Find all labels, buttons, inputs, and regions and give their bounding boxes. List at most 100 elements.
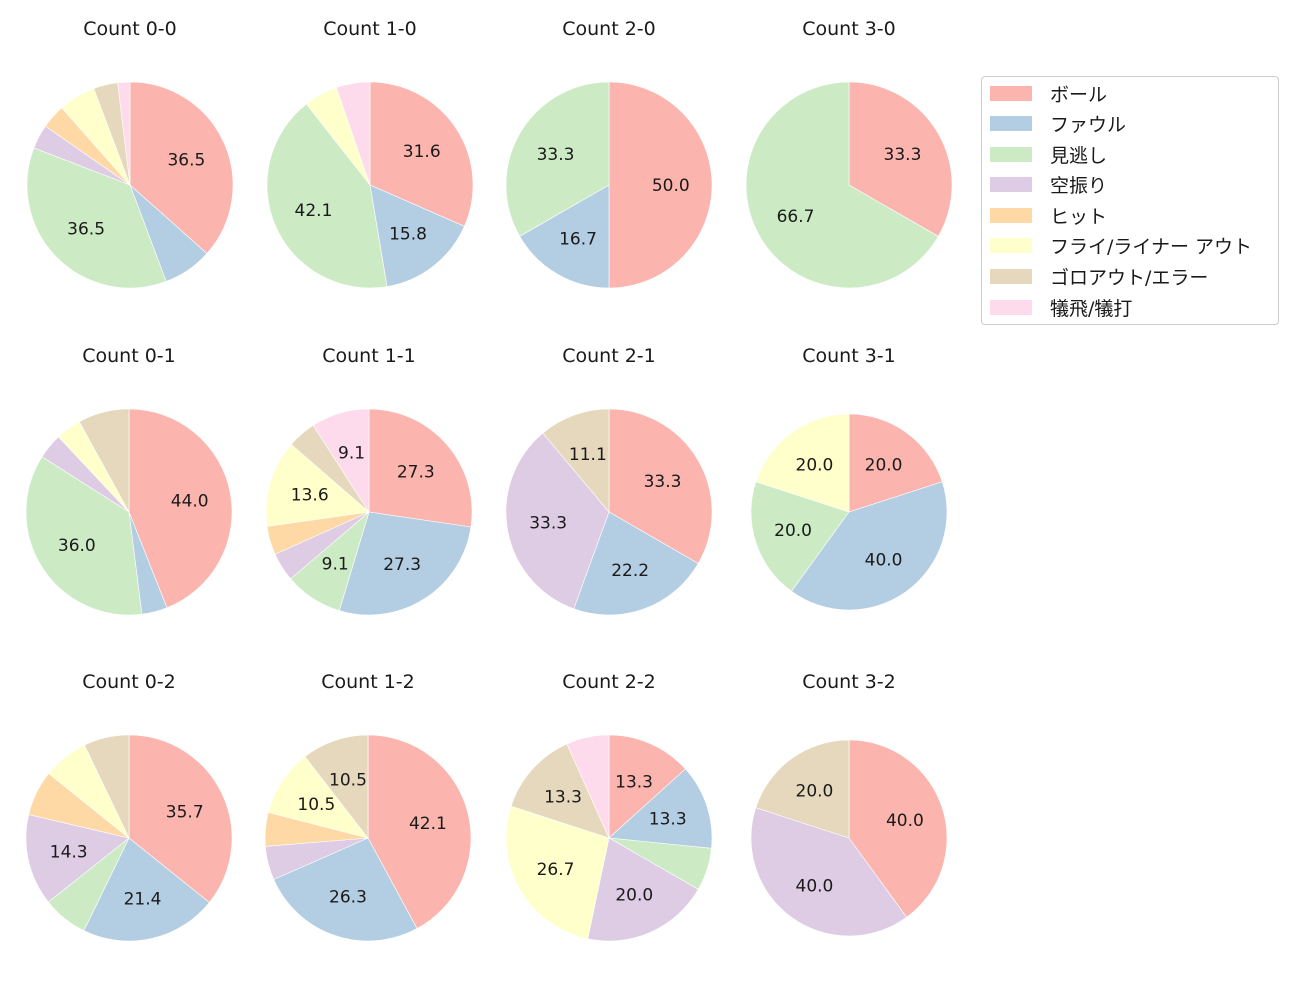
- slice-percent-label: 40.0: [865, 551, 903, 571]
- slice-percent-label: 26.7: [537, 860, 575, 880]
- pie-slice: [25, 456, 143, 616]
- pie-slice: [587, 837, 699, 942]
- pie-title: Count 3-2: [802, 671, 896, 693]
- legend-label: ヒット: [1050, 205, 1108, 228]
- legend-label: ボール: [1050, 83, 1108, 106]
- legend-label: 犠飛/犠打: [1050, 297, 1133, 320]
- slice-percent-label: 44.0: [171, 491, 209, 511]
- legend-item-called-strike: 見逃し: [990, 143, 1108, 167]
- pie-count-3-1: Count 3-1 20.0 40.0 20.0 20.0: [750, 345, 948, 611]
- pie-slice: [848, 81, 953, 237]
- slice-percent-label: 26.3: [329, 887, 367, 907]
- pie-slice: [519, 184, 610, 289]
- legend-label: ファウル: [1050, 113, 1127, 136]
- pie-slice: [566, 734, 610, 839]
- slice-percent-label: 20.0: [796, 455, 834, 475]
- slice-percent-label: 13.3: [615, 773, 653, 793]
- pie-slice: [367, 734, 472, 929]
- legend-item-ground-out-error: ゴロアウト/エラー: [990, 265, 1209, 289]
- pie-count-3-0: Count 3-0 33.3 66.7: [745, 18, 953, 289]
- slice-percent-label: 20.0: [865, 455, 903, 475]
- slice-percent-label: 42.1: [295, 201, 333, 221]
- slice-percent-label: 13.6: [291, 485, 329, 505]
- slice-percent-label: 10.5: [329, 771, 367, 791]
- legend-item-swinging-strike: 空振り: [990, 173, 1108, 197]
- pie-slice: [790, 481, 948, 611]
- slice-percent-label: 31.6: [403, 142, 441, 162]
- pie-count-1-1: Count 1-1 27.3 27.3 9.1 13.6 9.1: [265, 345, 473, 616]
- slice-percent-label: 27.3: [383, 555, 421, 575]
- legend-item-foul: ファウル: [990, 112, 1127, 136]
- pie-slice: [848, 413, 943, 513]
- pie-slice: [117, 81, 131, 186]
- pie-slice: [338, 511, 472, 616]
- slice-percent-label: 15.8: [389, 225, 427, 245]
- pie-slice: [755, 413, 850, 513]
- slice-percent-label: 27.3: [397, 463, 435, 483]
- pie-slice: [83, 837, 210, 942]
- legend-swatch: [990, 299, 1032, 315]
- pie-title: Count 2-2: [562, 671, 656, 693]
- pie-slice: [128, 408, 233, 609]
- legend-label: 見逃し: [1050, 144, 1108, 167]
- slice-percent-label: 10.5: [297, 795, 335, 815]
- slice-percent-label: 11.1: [569, 445, 607, 465]
- pie-count-0-0: Count 0-0 36.5 36.5: [26, 18, 234, 289]
- slice-percent-label: 35.7: [166, 802, 204, 822]
- pie-slice: [265, 444, 370, 527]
- slice-percent-label: 40.0: [796, 877, 834, 897]
- pie-slice: [745, 81, 939, 289]
- legend-item-ball: ボール: [990, 82, 1108, 106]
- pie-count-0-1: Count 0-1 44.0 36.0: [25, 345, 233, 616]
- slice-percent-label: 50.0: [652, 176, 690, 196]
- pie-slice: [129, 81, 234, 254]
- pie-count-2-1: Count 2-1 33.3 22.2 33.3 11.1: [505, 345, 713, 616]
- legend-item-hit: ヒット: [990, 204, 1108, 228]
- pie-slice: [608, 768, 713, 849]
- legend-swatch: [990, 207, 1032, 223]
- legend-swatch: [990, 146, 1032, 162]
- pie-count-2-2: Count 2-2 13.3 13.3 20.0 26.7 13.3: [505, 671, 713, 942]
- slice-percent-label: 36.5: [167, 151, 205, 171]
- pie-title: Count 2-1: [562, 345, 656, 367]
- pie-slice: [755, 739, 850, 839]
- slice-percent-label: 36.5: [67, 219, 105, 239]
- legend: ボール ファウル 見逃し 空振り ヒット フライ/ライナー アウト ゴロアウト/…: [981, 76, 1279, 325]
- legend-swatch: [990, 176, 1032, 192]
- legend-label: ゴロアウト/エラー: [1050, 266, 1209, 289]
- legend-swatch: [990, 85, 1032, 101]
- pie-slice: [84, 734, 130, 839]
- pie-slice: [750, 481, 850, 592]
- pie-slice: [608, 734, 686, 839]
- slice-percent-label: 20.0: [796, 781, 834, 801]
- pie-slice: [25, 814, 130, 903]
- pie-count-1-0: Count 1-0 31.6 15.8 42.1: [266, 18, 474, 289]
- slice-percent-label: 14.3: [50, 843, 88, 863]
- pie-slice: [848, 739, 948, 918]
- pie-slice: [608, 81, 713, 289]
- pie-count-1-2: Count 1-2 42.1 26.3 10.5 10.5: [264, 671, 472, 942]
- pie-title: Count 0-0: [83, 18, 177, 40]
- legend-label: 空振り: [1050, 174, 1108, 197]
- pie-slice: [369, 81, 474, 227]
- legend-swatch: [990, 268, 1032, 284]
- pie-title: Count 2-0: [562, 18, 656, 40]
- pie-slice: [335, 81, 371, 186]
- slice-percent-label: 36.0: [58, 536, 96, 556]
- pie-title: Count 0-1: [82, 345, 176, 367]
- pie-title: Count 3-0: [802, 18, 896, 40]
- pie-slice: [505, 805, 610, 940]
- slice-percent-label: 33.3: [644, 472, 682, 492]
- pie-title: Count 3-1: [802, 345, 896, 367]
- pie-title: Count 1-0: [323, 18, 417, 40]
- pie-title: Count 1-1: [322, 345, 416, 367]
- pie-count-0-2: Count 0-2 35.7 21.4 14.3: [25, 671, 233, 942]
- slice-percent-label: 20.0: [615, 885, 653, 905]
- slice-percent-label: 33.3: [529, 514, 567, 534]
- slice-percent-label: 20.0: [774, 521, 812, 541]
- slice-percent-label: 9.1: [322, 555, 349, 575]
- legend-label: フライ/ライナー アウト: [1050, 235, 1253, 258]
- pie-slice: [369, 184, 465, 287]
- pie-slice: [542, 408, 610, 513]
